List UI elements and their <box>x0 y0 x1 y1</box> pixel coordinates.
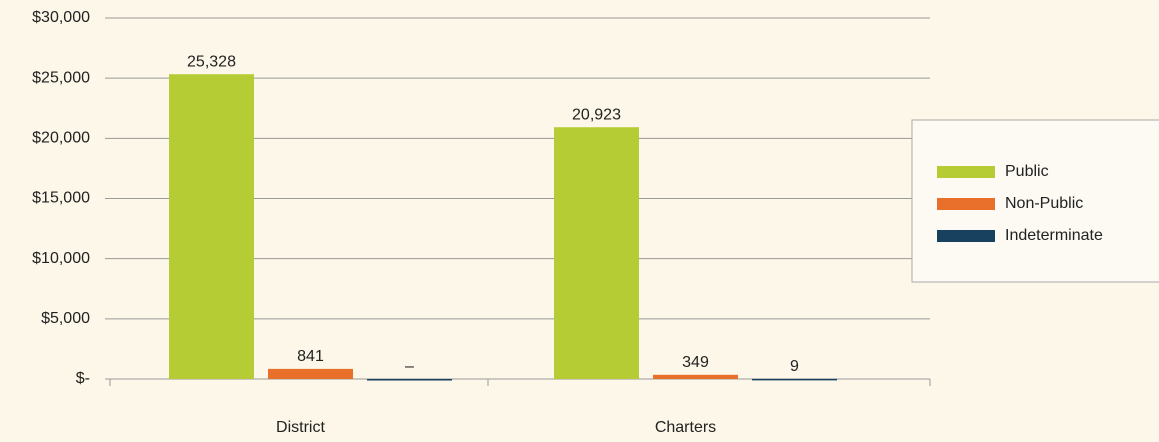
value-label: 841 <box>297 348 324 365</box>
value-label: 25,328 <box>187 53 236 70</box>
legend-label: Indeterminate <box>1005 227 1103 244</box>
value-label: – <box>405 358 414 375</box>
legend-swatch <box>937 198 995 210</box>
y-tick-label: $25,000 <box>32 69 90 86</box>
legend-swatch <box>937 166 995 178</box>
y-tick-label: $20,000 <box>32 130 90 147</box>
y-tick-label: $15,000 <box>32 190 90 207</box>
bar <box>653 374 738 379</box>
legend-swatch <box>937 230 995 242</box>
y-tick-label: $5,000 <box>41 310 90 327</box>
bar <box>268 368 353 379</box>
value-label: 9 <box>790 358 799 375</box>
bar <box>554 127 639 380</box>
legend-label: Public <box>1005 163 1049 180</box>
bar <box>367 379 452 381</box>
bar <box>752 378 837 381</box>
y-tick-label: $10,000 <box>32 250 90 267</box>
x-tick-label: Charters <box>655 419 716 436</box>
bars: District 25,328 841 – Charters 20,923 349 9 <box>169 53 837 436</box>
legend-label: Non-Public <box>1005 195 1083 212</box>
legend: Public Non-Public Indeterminate <box>937 163 1103 244</box>
y-tick-label: $- <box>76 370 90 387</box>
x-tick-label: District <box>276 419 325 436</box>
value-label: 349 <box>682 354 709 371</box>
bar <box>169 74 254 380</box>
value-label: 20,923 <box>572 106 621 123</box>
y-tick-label: $30,000 <box>32 9 90 26</box>
